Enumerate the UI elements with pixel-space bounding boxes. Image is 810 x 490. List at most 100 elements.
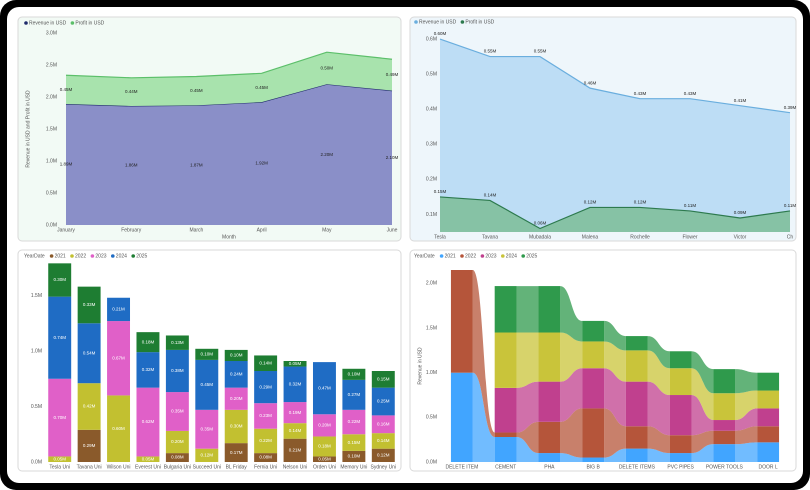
x-tick-label: BIG B	[586, 464, 600, 470]
bar-segment	[342, 379, 366, 410]
bar-segment	[582, 457, 605, 462]
data-label: 0.39M	[784, 105, 797, 110]
bar-segment	[136, 456, 160, 462]
ribbon	[560, 332, 583, 382]
data-label: 0.18M	[142, 339, 155, 344]
ribbon	[516, 381, 539, 433]
data-label: 2.20M	[321, 152, 334, 157]
legend-label: 2022	[465, 253, 476, 259]
data-label: 0.20M	[230, 396, 243, 401]
legend-label: 2024	[116, 253, 127, 259]
ribbon	[604, 320, 626, 351]
bar-segment	[165, 430, 189, 454]
y-tick-label: 0.0M	[31, 459, 42, 465]
data-label: 0.15M	[348, 440, 361, 445]
data-label: 0.49M	[386, 72, 399, 77]
data-label: 0.10M	[201, 352, 214, 357]
y-tick-label: 0.0M	[46, 222, 57, 228]
legend-label: 2021	[445, 253, 456, 259]
legend-label: 2021	[55, 253, 66, 259]
data-label: 0.42M	[83, 404, 96, 409]
x-tick-label: DELETE ITEM	[445, 464, 478, 470]
bar-segment	[669, 453, 692, 462]
x-tick-label: Victor	[734, 234, 747, 240]
area	[66, 52, 392, 106]
legend-label: 2023	[95, 253, 106, 259]
x-tick-label: Sydney Uni	[371, 464, 397, 470]
x-tick-label: Nelson Uni	[283, 464, 307, 470]
data-label: 0.10M	[348, 372, 361, 377]
x-tick-label: Malena	[582, 234, 599, 240]
data-label: 0.13M	[171, 340, 184, 345]
data-label: 0.32M	[142, 367, 155, 372]
data-label: 0.30M	[53, 277, 66, 282]
y-tick-label: 2.0M	[46, 94, 57, 100]
y-tick-label: 0.3M	[426, 142, 437, 148]
bar-segment	[224, 361, 248, 388]
legend-dot	[70, 254, 74, 258]
bar-segment	[195, 359, 219, 410]
data-label: 0.10M	[230, 353, 243, 358]
data-label: 0.27M	[348, 392, 361, 397]
x-tick-label: Bulgaria Uni	[164, 464, 191, 470]
x-tick-label: April	[257, 227, 267, 233]
bar-segment	[625, 426, 648, 449]
data-label: 0.60M	[112, 426, 125, 431]
ribbon	[735, 426, 758, 445]
y-tick-label: 2.0M	[426, 281, 437, 287]
ribbon	[735, 390, 758, 421]
data-label: 0.25M	[377, 399, 390, 404]
bar-segment	[625, 336, 648, 351]
x-tick-label: Rochelle	[630, 234, 650, 240]
data-label: 0.05M	[142, 456, 155, 461]
data-label: 0.43M	[634, 91, 647, 96]
bar-segment	[254, 355, 278, 371]
legend-label: Revenue in USD	[419, 19, 457, 25]
x-tick-label: Mubadala	[529, 234, 551, 240]
bar-segment	[669, 351, 692, 369]
x-tick-label: Tesla	[434, 234, 446, 240]
bar-segment	[494, 432, 517, 437]
bar-segment	[371, 433, 395, 449]
data-label: 0.41M	[734, 98, 747, 103]
bar-segment	[342, 368, 366, 380]
bar-segment	[757, 442, 780, 462]
ribbon	[560, 368, 583, 422]
data-label: 0.19M	[289, 410, 302, 415]
bar-segment	[538, 381, 561, 422]
legend-dot	[70, 21, 75, 25]
data-label: 0.47M	[318, 385, 331, 390]
y-axis-title: Revenue in USD	[417, 347, 423, 385]
data-label: 0.14M	[289, 428, 302, 433]
bar-segment	[450, 372, 473, 462]
legend-dot	[501, 254, 505, 258]
data-label: 0.14M	[259, 360, 272, 365]
ribbon	[472, 270, 495, 437]
x-tick-label: Tavana	[482, 234, 498, 240]
bar-segment	[342, 450, 366, 462]
data-label: 0.50M	[321, 65, 334, 70]
bar-segment	[48, 296, 72, 379]
y-tick-label: 1.5M	[426, 325, 437, 331]
bar-segment	[107, 321, 131, 396]
data-label: 0.17M	[230, 450, 243, 455]
legend-dot	[24, 21, 28, 25]
bar-segment	[538, 453, 561, 462]
data-label: 0.32M	[289, 381, 302, 386]
data-label: 0.60M	[434, 31, 447, 36]
bar-segment	[312, 362, 336, 415]
bar-segment	[713, 430, 736, 445]
bar-segment	[757, 426, 780, 443]
bar-segment	[371, 415, 395, 434]
bar-segment	[582, 320, 605, 342]
ribbon	[604, 341, 626, 382]
ribbon	[735, 442, 758, 462]
ribbon	[691, 351, 714, 394]
data-label: 0.15M	[434, 189, 447, 194]
y-tick-label: 0.4M	[426, 107, 437, 113]
data-label: 0.14M	[377, 438, 390, 443]
legend-label: 2022	[75, 253, 86, 259]
legend-dot	[131, 254, 135, 258]
bar-segment	[48, 263, 72, 297]
